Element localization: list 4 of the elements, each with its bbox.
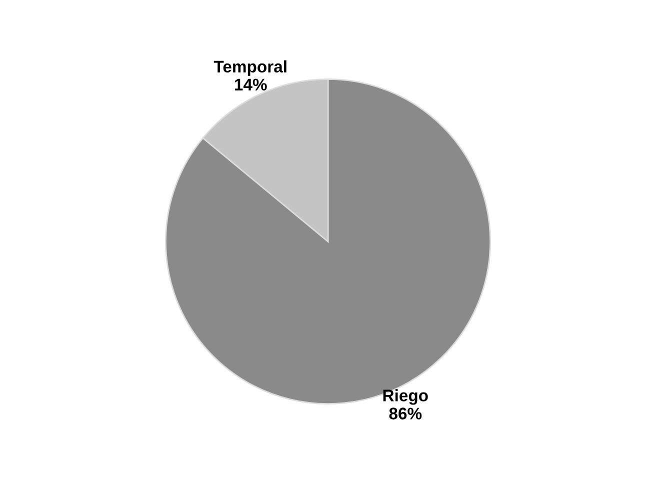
slice-label: Riego: [383, 389, 428, 405]
data-label: 14%: [234, 78, 267, 90]
data-label: 86%: [389, 408, 422, 420]
slice-label: Temporal: [214, 60, 286, 76]
